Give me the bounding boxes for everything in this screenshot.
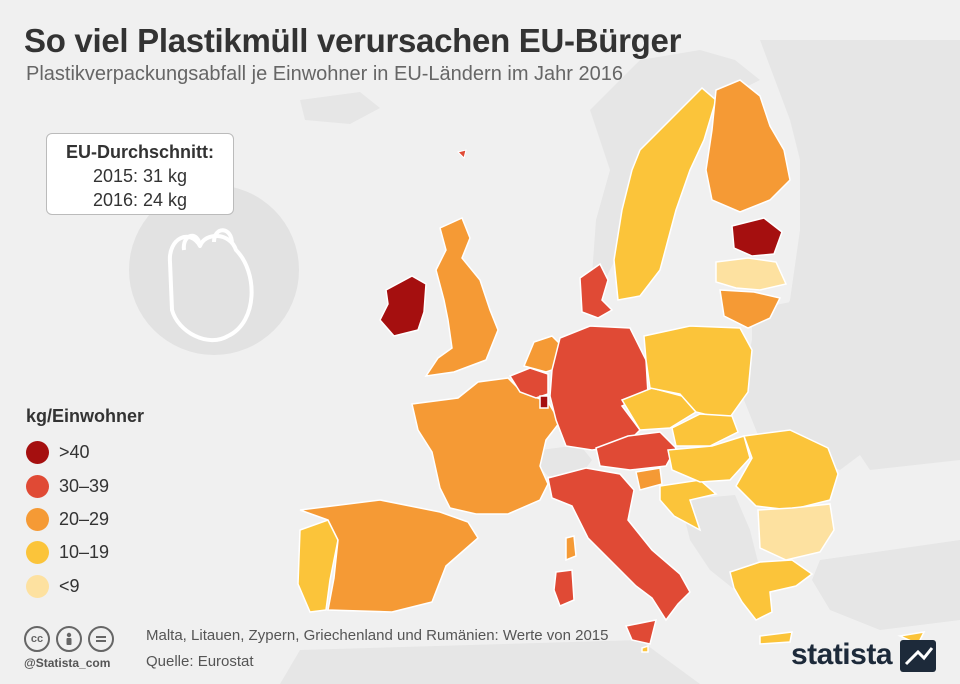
person-icon[interactable] — [56, 626, 82, 652]
legend-swatch — [26, 540, 49, 564]
country-slovakia — [671, 413, 739, 447]
country-denmark — [579, 262, 614, 319]
legend-item: 30–39 — [26, 474, 109, 498]
country-malta — [641, 644, 649, 653]
legend-item: 10–19 — [26, 540, 109, 564]
legend-item: 20–29 — [26, 507, 109, 531]
legend-label: >40 — [59, 441, 90, 462]
eu-average-box: EU-Durchschnitt: 2015: 31 kg 2016: 24 kg — [46, 133, 234, 215]
land-scandinavia-norway — [590, 50, 760, 280]
country-italy — [547, 467, 691, 622]
country-greece — [729, 559, 814, 621]
legend-item: >40 — [26, 440, 90, 464]
footnote-source: Quelle: Eurostat — [146, 653, 254, 670]
country-hungary — [667, 435, 751, 483]
statista-logo-text: statista — [790, 638, 893, 671]
country-estonia — [731, 217, 783, 257]
land-iceland — [300, 92, 380, 124]
legend-swatch — [26, 574, 49, 598]
country-latvia — [715, 257, 788, 291]
land-north-africa — [280, 640, 700, 684]
country-ireland — [379, 275, 427, 337]
legend-label: 10–19 — [59, 541, 110, 562]
page-title: So viel Plastikmüll verursachen EU-Bürge… — [24, 22, 682, 59]
page-subtitle: Plastikverpackungsabfall je Einwohner in… — [26, 63, 623, 85]
country-sardinia — [553, 569, 575, 607]
footnote-note: Malta, Litauen, Zypern, Griechenland und… — [146, 627, 609, 644]
country-corsica — [565, 535, 577, 562]
eu-average-2015: 2015: 31 kg — [92, 166, 188, 186]
country-spain — [299, 499, 479, 613]
legend-label: 30–39 — [59, 475, 110, 496]
country-romania — [735, 429, 839, 511]
land-switzerland — [538, 445, 592, 476]
country-crete — [759, 631, 793, 645]
land-balkans-nonEU — [680, 495, 760, 590]
cc-icon[interactable]: cc — [24, 626, 50, 652]
eu-average-2016: 2016: 24 kg — [92, 190, 188, 210]
legend-item: <9 — [26, 574, 80, 598]
statista-logo-icon — [900, 640, 936, 672]
country-uk — [424, 216, 499, 377]
eu-average-title: EU-Durchschnitt: — [66, 142, 214, 162]
license-icons: cc — [24, 626, 114, 652]
land-belarus-ukraine — [740, 300, 900, 470]
country-germany — [549, 325, 649, 451]
plastic-bag-icon — [129, 185, 299, 355]
country-lithuania — [719, 289, 782, 329]
equals-icon[interactable] — [88, 626, 114, 652]
country-france — [411, 377, 561, 515]
country-slovenia — [635, 467, 663, 491]
legend-label: <9 — [59, 575, 80, 596]
country-luxembourg — [539, 395, 549, 409]
legend-title: kg/Einwohner — [26, 406, 145, 426]
country-faroe-shetland — [457, 149, 467, 159]
country-finland — [705, 79, 791, 213]
land-turkey — [812, 540, 960, 630]
legend-swatch — [26, 507, 49, 531]
country-sicily — [624, 619, 658, 645]
country-sweden — [613, 86, 717, 301]
legend-label: 20–29 — [59, 508, 110, 529]
legend-swatch — [26, 440, 49, 464]
statista-handle[interactable]: @Statista_com — [24, 656, 111, 670]
legend-swatch — [26, 474, 49, 498]
country-bulgaria — [757, 503, 835, 561]
